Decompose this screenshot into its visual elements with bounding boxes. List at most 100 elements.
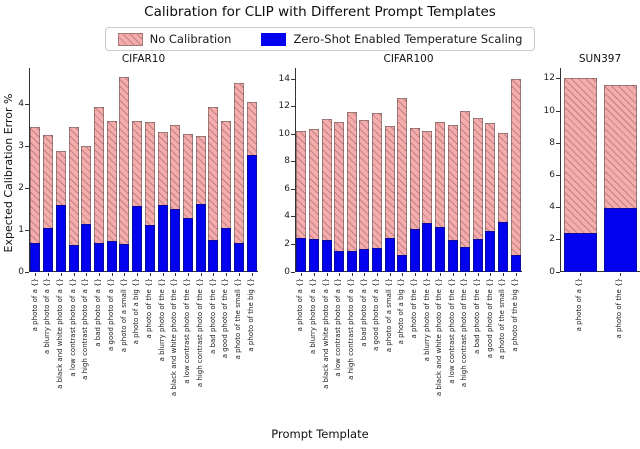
x-axis-label: Prompt Template <box>271 427 369 441</box>
x-tick-mark <box>35 273 37 276</box>
no-calibration-swatch-icon <box>117 32 143 46</box>
x-tick-label-wrap: a blurry photo of the {} <box>421 278 433 412</box>
bar-temperature-scaling <box>30 242 41 272</box>
x-tick-label-wrap: a high contrast photo of a {} <box>346 278 358 412</box>
y-tick-label: 4 <box>18 98 24 109</box>
y-tick-mark <box>291 161 295 163</box>
bar-temperature-scaling <box>321 240 332 272</box>
y-tick-mark <box>291 133 295 135</box>
plot-area-cifar100 <box>295 68 522 272</box>
x-tick-label: a black and white photo of the {} <box>170 278 179 397</box>
x-tick-label-wrap: a photo of the {} <box>409 278 421 412</box>
x-tick-label-wrap: a blurry photo of a {} <box>308 278 320 412</box>
x-tick-label: a photo of the small {} <box>498 278 507 360</box>
bar-temperature-scaling <box>93 242 104 272</box>
x-tick-label-wrap: a black and white photo of a {} <box>321 278 333 412</box>
bar-temperature-scaling <box>157 204 168 272</box>
x-tick-mark <box>580 273 581 276</box>
legend: No Calibration Zero-Shot Enabled Tempera… <box>104 27 536 51</box>
x-tick-label-wrap: a photo of the big {} <box>510 278 522 412</box>
x-tick-mark <box>351 273 353 276</box>
x-tick-label: a black and white photo of a {} <box>55 278 64 389</box>
x-tick-label-wrap: a blurry photo of a {} <box>42 278 54 412</box>
x-tick-label: a photo of a small {} <box>384 278 393 353</box>
x-tick-label-wrap: a good photo of a {} <box>371 278 383 412</box>
x-tick-label-wrap: a photo of the small {} <box>497 278 509 412</box>
x-tick-label-wrap: a photo of the small {} <box>233 278 245 412</box>
x-tick-label-wrap: a good photo of a {} <box>106 278 118 412</box>
x-tick-label-wrap: a photo of the {} <box>614 278 626 412</box>
y-tick-label: 6 <box>549 169 555 180</box>
x-tick-label-wrap: a photo of a {} <box>574 278 586 412</box>
x-tick-label-wrap: a photo of a small {} <box>384 278 396 412</box>
x-tick-mark <box>188 273 190 276</box>
figure-title: Calibration for CLIP with Different Prom… <box>144 4 496 20</box>
x-tick-label: a photo of a big {} <box>132 278 141 345</box>
bar-temperature-scaling <box>359 248 370 272</box>
x-tick-label-wrap: a good photo of the {} <box>484 278 496 412</box>
bar-temperature-scaling <box>334 251 345 272</box>
x-tick-label: a photo of a small {} <box>119 278 128 353</box>
x-tick-mark <box>162 273 164 276</box>
x-tick-mark <box>414 273 416 276</box>
subplot-title-cifar100: CIFAR100 <box>383 53 434 65</box>
bar-temperature-scaling <box>221 228 232 272</box>
bar-temperature-scaling <box>384 237 395 272</box>
x-tick-label: a blurry photo of the {} <box>157 278 166 362</box>
y-tick-mark <box>291 243 295 245</box>
legend-item-temperature-scaling: Zero-Shot Enabled Temperature Scaling <box>261 32 522 46</box>
legend-item-no-calibration: No Calibration <box>117 32 231 46</box>
y-tick-label: 10 <box>278 128 290 139</box>
x-tick-label-wrap: a photo of the big {} <box>246 278 258 412</box>
y-tick-mark <box>25 271 29 273</box>
x-tick-label: a low contrast photo of the {} <box>183 278 192 384</box>
y-tick-label: 4 <box>549 202 555 213</box>
x-tick-mark <box>226 273 228 276</box>
bar-temperature-scaling <box>498 221 509 272</box>
temperature-scaling-swatch-icon <box>261 32 287 46</box>
x-tick-mark <box>452 273 454 276</box>
x-tick-label: a high contrast photo of the {} <box>195 278 204 388</box>
y-tick-mark <box>556 271 560 273</box>
x-tick-label-wrap: a bad photo of the {} <box>472 278 484 412</box>
x-tick-mark <box>364 273 366 276</box>
x-tick-mark <box>60 273 62 276</box>
x-tick-label-wrap: a black and white photo of the {} <box>169 278 181 412</box>
x-tick-label-wrap: a high contrast photo of the {} <box>195 278 207 412</box>
y-tick-label: 10 <box>543 105 555 116</box>
x-tick-mark <box>86 273 88 276</box>
x-tick-mark <box>175 273 177 276</box>
bar-temperature-scaling <box>308 238 319 272</box>
x-tick-mark <box>515 273 517 276</box>
bar-temperature-scaling <box>563 233 597 272</box>
x-tick-label-wrap: a photo of a big {} <box>396 278 408 412</box>
x-tick-label-wrap: a photo of the {} <box>144 278 156 412</box>
y-tick-label: 1 <box>18 224 24 235</box>
x-tick-mark <box>440 273 442 276</box>
y-tick-label: 14 <box>278 73 290 84</box>
x-tick-label: a good photo of a {} <box>372 278 381 352</box>
x-tick-mark <box>339 273 341 276</box>
bar-temperature-scaling <box>170 209 181 272</box>
bar-temperature-scaling <box>233 242 244 272</box>
x-tick-label: a good photo of the {} <box>485 278 494 359</box>
y-tick-mark <box>291 188 295 190</box>
bar-temperature-scaling <box>119 243 130 272</box>
y-tick-mark <box>291 106 295 108</box>
x-tick-label: a good photo of the {} <box>221 278 230 359</box>
bar-temperature-scaling <box>409 229 420 272</box>
y-tick-mark <box>25 145 29 147</box>
x-tick-label-wrap: a bad photo of a {} <box>93 278 105 412</box>
x-tick-label-wrap: a high contrast photo of the {} <box>459 278 471 412</box>
x-tick-mark <box>124 273 126 276</box>
y-tick-mark <box>25 103 29 105</box>
bar-temperature-scaling <box>132 205 143 272</box>
bar-temperature-scaling <box>55 204 66 272</box>
x-tick-mark <box>503 273 505 276</box>
x-tick-label: a blurry photo of a {} <box>309 278 318 355</box>
x-tick-mark <box>490 273 492 276</box>
x-tick-label: a low contrast photo of the {} <box>447 278 456 384</box>
y-tick-label: 6 <box>284 183 290 194</box>
x-tick-label-wrap: a blurry photo of the {} <box>157 278 169 412</box>
